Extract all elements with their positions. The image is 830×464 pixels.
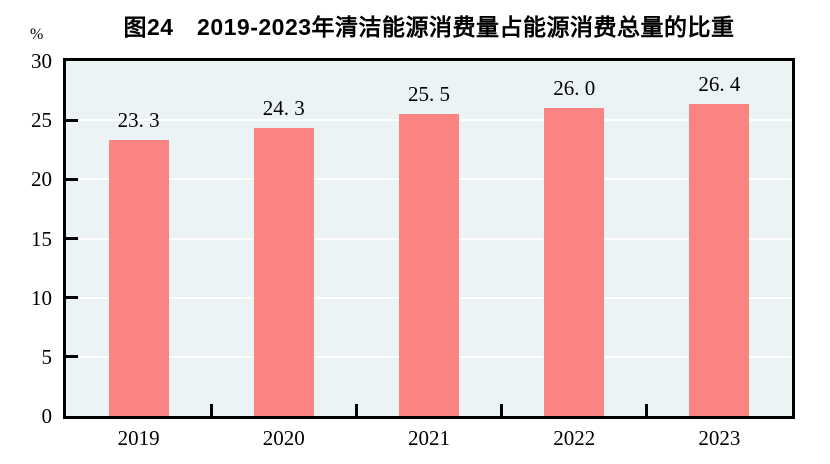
bar-value-label-2019: 23. 3 xyxy=(117,108,160,133)
bar-2019 xyxy=(108,140,169,416)
x-axis-label-2020: 2020 xyxy=(262,426,305,450)
x-tick-boundary-4 xyxy=(645,404,649,416)
x-tick-boundary-3 xyxy=(500,404,504,416)
x-axis-label-2022: 2022 xyxy=(553,426,596,450)
chart-title: 图24 2019-2023年清洁能源消费量占能源消费总量的比重 xyxy=(123,14,735,40)
x-axis-label-2021: 2021 xyxy=(408,426,450,450)
y-tick-10 xyxy=(66,296,78,300)
bar-2021 xyxy=(399,114,459,416)
y-tick-15 xyxy=(66,237,78,240)
y-axis-label-25: 25 xyxy=(31,108,52,133)
bar-value-label-2022: 26. 0 xyxy=(553,76,596,101)
x-tick-boundary-2 xyxy=(354,404,358,416)
y-axis-label-5: 5 xyxy=(41,344,53,369)
plot-area: 23. 3 24. 3 25. 5 26. 0 26. 4 xyxy=(63,58,795,419)
y-tick-25 xyxy=(66,118,78,122)
bar-2020 xyxy=(253,128,314,416)
y-axis-label-0: 0 xyxy=(41,404,53,428)
y-axis-unit-label: % xyxy=(30,26,44,43)
y-axis-label-20: 20 xyxy=(31,167,52,192)
y-axis-label-15: 15 xyxy=(31,226,52,251)
bar-value-label-2020: 24. 3 xyxy=(262,96,305,121)
y-tick-20 xyxy=(66,177,78,181)
bar-2022 xyxy=(544,108,605,416)
x-axis-label-2023: 2023 xyxy=(698,426,741,450)
bar-2023 xyxy=(689,103,750,416)
y-tick-5 xyxy=(66,355,78,359)
bar-value-label-2021: 25. 5 xyxy=(408,82,450,107)
bar-value-label-2023: 26. 4 xyxy=(698,71,741,96)
x-axis-label-2019: 2019 xyxy=(117,426,160,450)
y-axis-label-10: 10 xyxy=(31,285,52,310)
x-tick-boundary-1 xyxy=(209,404,213,416)
y-axis-label-30: 30 xyxy=(31,49,52,73)
